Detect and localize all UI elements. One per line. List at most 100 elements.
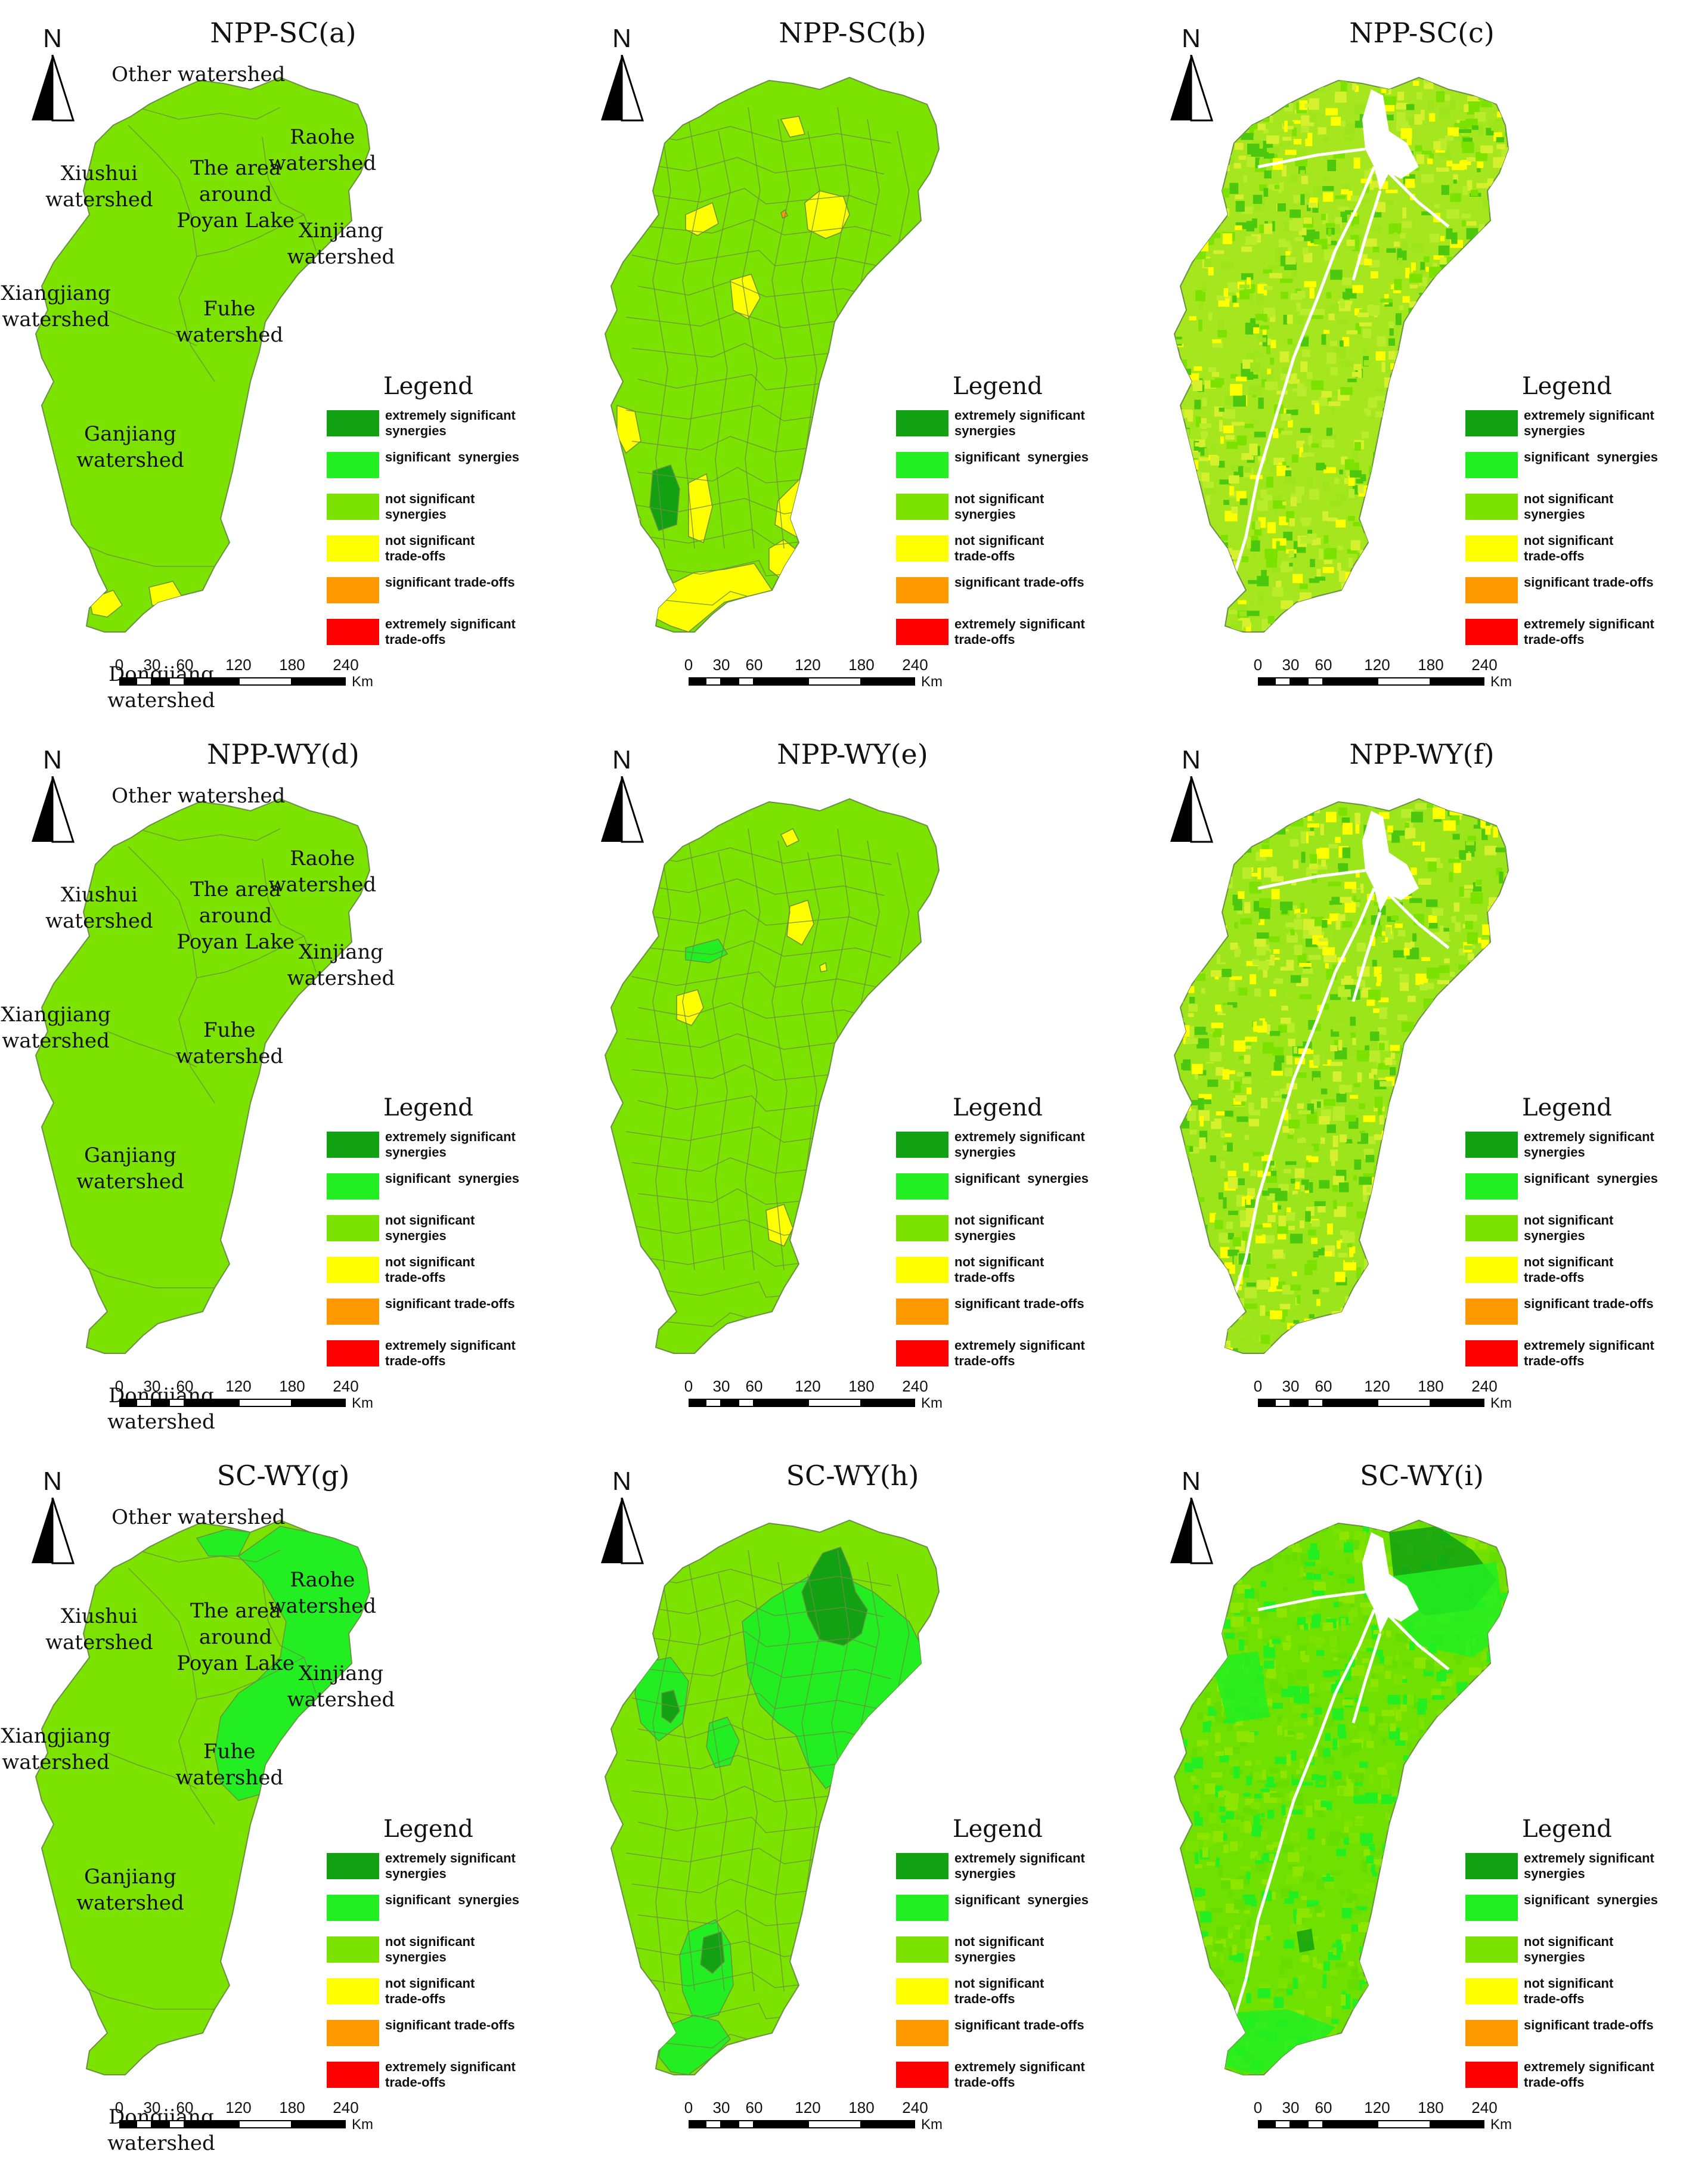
pixel-cell bbox=[1220, 1247, 1230, 1259]
pixel-cell bbox=[1272, 994, 1284, 1006]
pixel-cell bbox=[1261, 1098, 1268, 1108]
pixel-cell bbox=[1314, 1023, 1321, 1031]
pixel-cell bbox=[1365, 1731, 1372, 1742]
pixel-cell bbox=[1182, 1891, 1189, 1901]
pixel-cell bbox=[1350, 1601, 1354, 1609]
pixel-cell bbox=[1272, 1891, 1276, 1900]
pixel-cell bbox=[1453, 293, 1462, 300]
pixel-cell bbox=[1455, 1337, 1461, 1344]
pixel-cell bbox=[1190, 2080, 1201, 2090]
pixel-cell bbox=[1201, 1931, 1208, 1937]
pixel-cell bbox=[1297, 1695, 1310, 1704]
pixel-cell bbox=[1277, 203, 1286, 212]
pixel-cell bbox=[1443, 545, 1456, 556]
pixel-cell bbox=[1322, 919, 1328, 928]
pixel-cell bbox=[1197, 1833, 1210, 1840]
pixel-cell bbox=[1326, 292, 1332, 299]
north-arrow: N bbox=[598, 24, 664, 125]
pixel-cell bbox=[1386, 248, 1396, 253]
pixel-cell bbox=[1429, 932, 1440, 937]
legend-swatch bbox=[327, 2062, 379, 2088]
pixel-cell bbox=[1287, 1022, 1295, 1033]
pixel-cell bbox=[1439, 965, 1450, 974]
pixel-cell bbox=[1350, 1017, 1356, 1026]
pixel-cell bbox=[1207, 151, 1213, 156]
pixel-cell bbox=[1191, 471, 1201, 481]
pixel-cell bbox=[1437, 1709, 1444, 1716]
pixel-cell bbox=[1359, 637, 1364, 649]
pixel-cell bbox=[1464, 266, 1476, 277]
pixel-cell bbox=[1238, 987, 1248, 996]
pixel-cell bbox=[1409, 284, 1418, 289]
pixel-cell bbox=[1331, 1149, 1337, 1155]
pixel-cell bbox=[1494, 991, 1502, 1002]
pixel-cell bbox=[1184, 1242, 1191, 1255]
pixel-cell bbox=[1397, 442, 1408, 452]
pixel-cell bbox=[1481, 1651, 1487, 1660]
pixel-cell bbox=[1247, 157, 1255, 168]
pixel-cell bbox=[1491, 925, 1498, 934]
pixel-cell bbox=[1514, 957, 1525, 962]
boundary-line bbox=[303, 1657, 317, 1694]
pixel-cell bbox=[1437, 1053, 1444, 1059]
pixel-cell bbox=[1250, 1334, 1259, 1344]
legend-item: not significant synergies bbox=[327, 489, 565, 525]
pixel-cell bbox=[1449, 371, 1458, 382]
pixel-cell bbox=[1271, 1269, 1280, 1277]
pixel-cell bbox=[1490, 1530, 1499, 1539]
legend-item: not significant trade-offs bbox=[1465, 1252, 1704, 1288]
pixel-cell bbox=[1363, 360, 1371, 366]
pixel-cell bbox=[1270, 1170, 1277, 1180]
pixel-cell bbox=[1297, 1617, 1306, 1625]
scale-tick-label: 120 bbox=[225, 1377, 252, 1395]
pixel-cell bbox=[1323, 618, 1333, 624]
pixel-cell bbox=[1401, 808, 1413, 819]
pixel-cell bbox=[1338, 2080, 1344, 2091]
pixel-cell bbox=[1233, 1178, 1245, 1185]
pixel-cell bbox=[1434, 565, 1442, 571]
pixel-cell bbox=[1473, 259, 1478, 263]
pixel-cell bbox=[1402, 581, 1408, 590]
pixel-cell bbox=[1424, 857, 1437, 862]
pixel-cell bbox=[1411, 472, 1417, 482]
pixel-cell bbox=[1366, 1648, 1374, 1652]
region-patch bbox=[685, 938, 729, 963]
pixel-cell bbox=[1186, 1199, 1198, 1210]
pixel-cell bbox=[1478, 343, 1484, 351]
pixel-cell bbox=[1440, 625, 1444, 632]
pixel-cell bbox=[1475, 1716, 1480, 1722]
pixel-cell bbox=[1274, 185, 1280, 190]
pixel-cell bbox=[1453, 1253, 1462, 1258]
pixel-cell bbox=[1427, 1997, 1440, 2009]
pixel-cell bbox=[1408, 1310, 1418, 1319]
pixel-cell bbox=[1327, 1319, 1334, 1324]
pixel-cell bbox=[1213, 1997, 1224, 2006]
pixel-cell bbox=[1496, 963, 1504, 971]
pixel-cell bbox=[1337, 546, 1343, 550]
north-arrow-icon bbox=[32, 1498, 75, 1564]
pixel-cell bbox=[1375, 396, 1385, 401]
pixel-cell bbox=[1182, 2000, 1189, 2007]
pixel-cell bbox=[1292, 860, 1299, 869]
pixel-cell bbox=[1438, 245, 1450, 256]
pixel-cell bbox=[1378, 1931, 1387, 1939]
pixel-cell bbox=[1513, 190, 1519, 199]
pixel-cell bbox=[1406, 1961, 1418, 1971]
pixel-cell bbox=[1338, 807, 1347, 816]
pixel-cell bbox=[1299, 592, 1312, 600]
pixel-cell bbox=[1326, 235, 1331, 245]
pixel-cell bbox=[1463, 977, 1470, 986]
pixel-cell bbox=[1439, 1006, 1452, 1012]
pixel-cell bbox=[1399, 982, 1409, 991]
legend-label: not significant synergies bbox=[1524, 1213, 1614, 1243]
pixel-cell bbox=[1323, 308, 1330, 315]
pixel-cell bbox=[1431, 426, 1444, 436]
pixel-cell bbox=[1484, 845, 1497, 856]
pixel-cell bbox=[1260, 325, 1270, 330]
legend-item: not significant synergies bbox=[896, 489, 1134, 525]
pixel-cell bbox=[1406, 1359, 1411, 1369]
pixel-cell bbox=[1244, 486, 1248, 493]
pixel-cell bbox=[1356, 1267, 1362, 1279]
pixel-cell bbox=[1202, 1744, 1207, 1753]
pixel-cell bbox=[1257, 500, 1268, 511]
